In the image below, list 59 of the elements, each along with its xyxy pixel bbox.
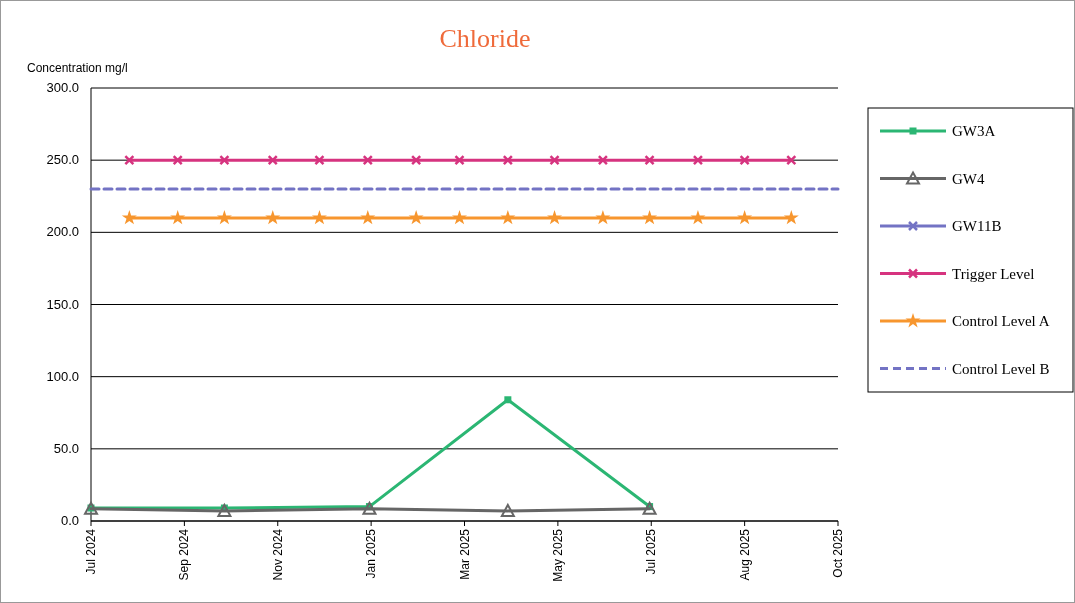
point [595,210,611,225]
point [219,154,230,166]
y-axis-title: Concentration mg/l [27,61,128,75]
point [121,210,137,225]
point [644,154,655,166]
point [549,154,560,166]
point [692,154,704,166]
point [216,210,232,225]
x-tick-label: Jul 2025 [644,528,659,575]
point [362,501,377,515]
point [451,210,468,225]
legend-label: Control Level A [952,313,1050,329]
point [642,210,658,225]
point [265,210,281,225]
point [311,210,327,225]
x-tick-label: Jan 2025 [364,528,379,579]
point [547,210,563,225]
y-tick-label: 250.0 [46,152,79,168]
y-tick-label: 100.0 [46,368,79,384]
x-tick-label: Sep 2024 [177,528,192,581]
x-tick-label: Oct 2025 [831,528,845,578]
point [597,154,609,166]
point [360,210,376,225]
y-tick-label: 50.0 [53,440,79,456]
point [786,154,797,166]
point [783,210,799,225]
x-tick-label: Nov 2024 [270,528,285,581]
legend-label: GW3A [952,123,996,139]
x-tick-label: Aug 2025 [737,528,752,581]
legend-label: GW11B [952,218,1002,234]
x-tick-label: May 2025 [550,528,565,582]
point [408,210,424,225]
chart-title: Chloride [439,24,531,53]
point [362,154,374,166]
point [124,154,135,166]
point [267,154,278,166]
y-tick-label: 0.0 [60,513,79,528]
point [500,210,516,225]
point [172,154,183,166]
x-tick-label: Jul 2024 [84,528,98,575]
point [217,503,232,517]
legend-label: GW4 [952,170,985,187]
legend-label: Control Level B [952,360,1050,377]
point [642,501,657,515]
point [500,503,515,517]
point [314,154,325,166]
x-tick-label: Mar 2025 [457,528,472,580]
point [410,154,422,166]
legend-label: Trigger Level [952,265,1035,282]
point [170,210,186,225]
y-tick-label: 150.0 [46,296,79,312]
y-tick-label: 200.0 [46,224,79,240]
point [737,210,753,225]
point [502,154,514,166]
point [504,396,512,404]
y-tick-label: 300.0 [46,80,79,95]
point [454,154,465,166]
point [690,210,706,225]
point [739,154,750,166]
